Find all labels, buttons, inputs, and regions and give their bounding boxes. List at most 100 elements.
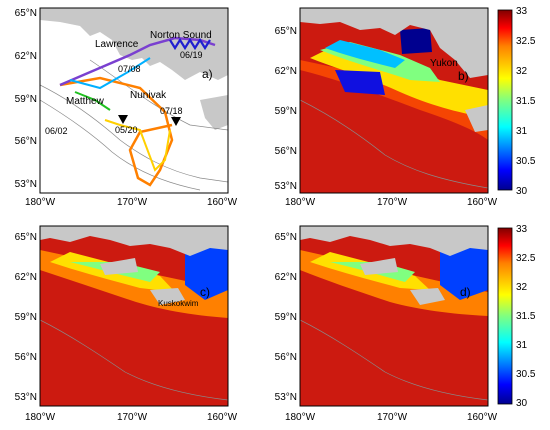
bathymetry-contour: [40, 319, 228, 401]
lat-tick: 56°N: [15, 136, 37, 147]
colorbar-top: 33 32.5 32 31.5 31 30.5 30: [497, 6, 536, 197]
lat-tick: 53°N: [275, 392, 297, 403]
salinity-field: [310, 48, 488, 118]
date-label: 07/18: [160, 106, 183, 116]
cruise-track: [169, 37, 211, 51]
lat-tick: 65°N: [275, 26, 297, 37]
lat-tick: 56°N: [15, 352, 37, 363]
colorbar-tick: 32: [516, 282, 528, 293]
date-label: 07/08: [118, 64, 141, 74]
colorbar-tick: 30: [516, 186, 528, 197]
colorbar-tick: 33: [516, 6, 528, 17]
station-marker-triangle: [118, 115, 128, 124]
date-label: 06/02: [45, 126, 68, 136]
cruise-track: [74, 91, 111, 111]
salinity-field: [325, 40, 405, 68]
colorbar-tick: 32: [516, 66, 528, 77]
panel-tag: d): [460, 285, 471, 299]
place-label: Kuskokwim: [158, 299, 199, 308]
lat-tick: 65°N: [15, 8, 37, 19]
lon-tick: 180°W: [25, 412, 56, 423]
place-label: Norton Sound: [150, 30, 212, 41]
salinity-field: [335, 70, 385, 95]
date-label: 06/19: [180, 50, 203, 60]
lon-tick: 180°W: [285, 412, 316, 423]
place-label: Lawrence: [95, 39, 139, 50]
cruise-track: [59, 76, 174, 187]
cruise-track: [104, 119, 171, 172]
land-mass: [300, 8, 488, 78]
colorbar-tick: 31: [516, 340, 528, 351]
station-marker-triangle: [171, 117, 181, 126]
bathymetry-contour: [40, 99, 201, 191]
salinity-field: [400, 28, 432, 54]
lon-tick: 160°W: [207, 197, 238, 208]
lat-tick: 62°N: [275, 272, 297, 283]
date-label: 05/20: [115, 125, 138, 135]
lat-tick: 53°N: [275, 181, 297, 192]
colorbar-tick: 31: [516, 126, 528, 137]
lat-tick: 65°N: [15, 232, 37, 243]
place-label: Nunivak: [130, 90, 167, 101]
salinity-field: [440, 245, 488, 300]
land-mass: [465, 105, 488, 132]
colorbar: [497, 227, 513, 405]
axis-labels-b: 65°N 62°N 59°N 56°N 53°N 180°W 170°W 160…: [275, 26, 498, 208]
panel-tag: b): [458, 69, 469, 83]
lon-tick: 170°W: [377, 412, 408, 423]
cruise-track: [69, 57, 151, 90]
colorbar: [497, 9, 513, 191]
axis-labels-d: 65°N 62°N 59°N 56°N 53°N 180°W 170°W 160…: [275, 232, 498, 423]
colorbar-tick: 32.5: [516, 36, 536, 47]
place-label: Matthew: [66, 96, 105, 107]
land-mass: [300, 226, 488, 256]
lon-tick: 170°W: [117, 197, 148, 208]
land-mass: [360, 258, 398, 275]
lat-tick: 56°N: [275, 352, 297, 363]
lat-tick: 56°N: [275, 146, 297, 157]
lat-tick: 62°N: [15, 272, 37, 283]
colorbar-tick: 31.5: [516, 96, 536, 107]
panel-b: Yukon b): [299, 7, 489, 194]
lat-tick: 59°N: [15, 94, 37, 105]
bathymetry-contour: [300, 319, 488, 401]
bathymetry-contour: [40, 84, 228, 183]
land-mass: [100, 258, 138, 275]
panel-tag: c): [200, 285, 210, 299]
land-mass: [40, 8, 228, 80]
axis-labels-a: 65°N 62°N 59°N 56°N 53°N 180°W 170°W 160…: [15, 8, 238, 208]
lon-tick: 160°W: [207, 412, 238, 423]
land-mass: [40, 226, 228, 256]
lon-tick: 160°W: [467, 197, 498, 208]
lat-tick: 59°N: [15, 312, 37, 323]
lat-tick: 53°N: [15, 179, 37, 190]
colorbar-tick: 30.5: [516, 156, 536, 167]
panel-frame: [39, 225, 229, 407]
lat-tick: 62°N: [275, 66, 297, 77]
colorbar-tick: 32.5: [516, 253, 536, 264]
lat-tick: 59°N: [275, 106, 297, 117]
lon-tick: 160°W: [467, 412, 498, 423]
bathymetry-contour: [300, 99, 488, 189]
lat-tick: 65°N: [275, 232, 297, 243]
lon-tick: 170°W: [377, 197, 408, 208]
panel-frame: [299, 7, 489, 194]
lat-tick: 62°N: [15, 51, 37, 62]
place-label: Yukon: [430, 58, 458, 69]
lon-tick: 180°W: [25, 197, 56, 208]
lon-tick: 180°W: [285, 197, 316, 208]
colorbar-bottom: 33 32.5 32 31.5 31 30.5 30: [497, 224, 536, 409]
salinity-field: [185, 245, 228, 300]
panel-c: Kuskokwim c): [39, 225, 229, 407]
land-mass: [200, 95, 228, 130]
lat-tick: 59°N: [275, 312, 297, 323]
panel-tag: a): [202, 67, 213, 81]
lon-tick: 170°W: [117, 412, 148, 423]
land-mass: [150, 288, 185, 305]
axis-labels-c: 65°N 62°N 59°N 56°N 53°N 180°W 170°W 160…: [15, 232, 238, 423]
panel-d: d): [299, 225, 489, 407]
lat-tick: 53°N: [15, 392, 37, 403]
panel-a: Lawrence Norton Sound Matthew Nunivak 06…: [39, 7, 229, 194]
colorbar-tick: 31.5: [516, 311, 536, 322]
